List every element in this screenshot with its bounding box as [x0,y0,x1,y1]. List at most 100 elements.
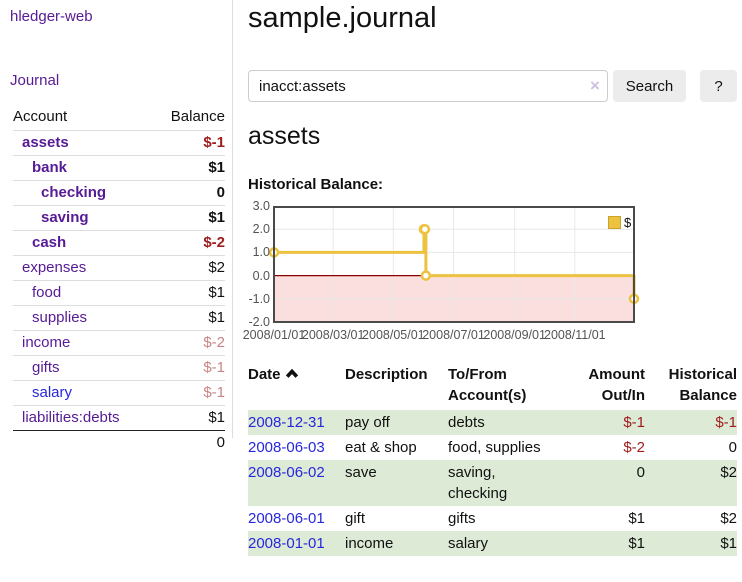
x-axis-tick-label: 2008/07/01 [422,328,485,342]
app-brand-link[interactable]: hledger-web [10,8,93,25]
chart-canvas [268,206,640,323]
account-balance: $-2 [153,330,225,356]
register-header-amount: Amount Out/In [588,366,645,404]
register-table: Date Description To/From Account(s) Amoun… [248,362,737,556]
transaction-date-link[interactable]: 2008-06-02 [248,464,325,481]
transaction-accounts: debts [448,410,563,435]
y-axis-tick-label: 0.0 [252,268,270,283]
accounts-header-balance: Balance [170,108,225,125]
search-form: × Search ? [248,70,737,102]
transaction-balance: $2 [645,460,737,506]
x-axis-tick-label: 2008/05/01 [362,328,425,342]
account-balance: $1 [153,205,225,231]
x-axis-tick-label: 2008/09/01 [483,328,546,342]
register-row: 2008-06-02 save saving, checking 0 $2 [248,460,737,506]
account-link[interactable]: income [22,334,71,351]
account-balance: $-1 [153,355,225,381]
account-balance: $1 [153,405,225,431]
account-link[interactable]: expenses [22,259,87,276]
transaction-balance: $2 [720,510,737,527]
account-row: salary $-1 [13,380,225,406]
search-input[interactable] [248,70,608,102]
account-balance: $-1 [153,380,225,406]
transaction-amount: $1 [628,510,645,527]
transaction-accounts: saving, checking [448,460,563,506]
transaction-amount: $-1 [563,410,645,435]
accounts-total: 0 [153,430,225,455]
chart-title: Historical Balance: [248,176,384,193]
account-link[interactable]: cash [32,234,67,251]
search-button[interactable]: Search [613,70,686,102]
data-point-marker [420,270,432,281]
transaction-date-link[interactable]: 2008-06-03 [248,439,325,456]
accounts-header-account: Account [13,108,68,125]
account-link[interactable]: assets [22,134,69,151]
register-header-description: Description [345,366,428,383]
transaction-description: eat & shop [345,439,417,456]
clear-search-icon[interactable]: × [590,76,600,95]
data-point-marker [419,223,431,235]
account-balance: $1 [153,280,225,306]
register-row: 2008-06-03 eat & shop food, supplies $-2 0 [248,435,737,460]
transaction-description: gift [345,510,366,527]
account-link[interactable]: checking [41,184,107,201]
accounts-total-row: 0 [13,430,225,455]
register-row: 2008-01-01 income salary $1 $1 [248,531,737,556]
y-axis-tick-label: 3.0 [252,199,270,213]
register-row: 2008-12-31 pay off debts $-1 $-1 [248,410,737,435]
transaction-description: income [345,531,448,556]
x-axis-tick-label: 2008/01/01 [242,328,306,342]
transaction-date-link[interactable]: 2008-12-31 [248,414,325,431]
account-row: saving $1 [13,205,225,231]
plot-border [273,206,635,323]
register-header-accounts: To/From Account(s) [448,366,527,404]
transaction-description: save [345,460,448,506]
transaction-accounts: food, supplies [448,439,541,456]
page-title: sample.journal [248,2,437,34]
sidebar: hledger-web Journal Account Balance asse… [0,0,233,455]
account-row: expenses $2 [13,255,225,281]
transaction-accounts: salary [448,531,563,556]
account-row: gifts $-1 [13,355,225,381]
y-axis-tick-label: -1.0 [248,291,270,306]
legend-swatch [608,216,621,229]
sidebar-item-journal[interactable]: Journal [10,72,60,89]
account-link[interactable]: salary [32,384,73,401]
account-link[interactable]: supplies [32,309,88,326]
account-balance: $1 [153,305,225,331]
transaction-date-link[interactable]: 2008-06-01 [248,510,325,527]
account-row: supplies $1 [13,305,225,331]
historical-balance-chart: $ 3.0 2.0 1.0 0.0 -1.0 -2.0 2008/01/01 2008/03/… [243,199,737,351]
y-axis-tick-label: 1.0 [252,245,270,260]
account-balance: 0 [153,180,225,206]
x-axis-tick-label: 2008/11/01 [543,328,606,342]
chart-legend: $ [608,215,631,230]
legend-label: $ [624,215,632,230]
sort-asc-icon [285,364,299,385]
help-button[interactable]: ? [700,70,737,102]
account-heading: assets [248,122,321,150]
register-row: 2008-06-01 gift gifts $1 $2 [248,506,737,531]
account-row: food $1 [13,280,225,306]
main-content: sample.journal × Search ? assets Histori… [243,0,737,582]
register-header-date[interactable]: Date [248,362,345,410]
register-header-balance: Historical Balance [668,366,737,404]
y-axis-tick-label: 2.0 [252,222,270,237]
transaction-amount: $1 [563,531,645,556]
account-link[interactable]: saving [41,209,89,226]
transaction-amount: 0 [563,460,645,506]
transaction-amount: $-2 [623,439,645,456]
transaction-balance: 0 [728,439,737,456]
account-balance: $-2 [153,230,225,256]
transaction-accounts: gifts [448,510,476,527]
account-link[interactable]: liabilities:debts [22,409,120,426]
account-row: liabilities:debts $1 [13,405,225,431]
account-row: assets $-1 [13,130,225,156]
account-link[interactable]: gifts [32,359,60,376]
account-link[interactable]: bank [32,159,68,176]
account-link[interactable]: food [32,284,62,301]
account-row: checking 0 [13,180,225,206]
transaction-balance: $1 [645,531,737,556]
transaction-date-link[interactable]: 2008-01-01 [248,535,325,552]
account-row: income $-2 [13,330,225,356]
